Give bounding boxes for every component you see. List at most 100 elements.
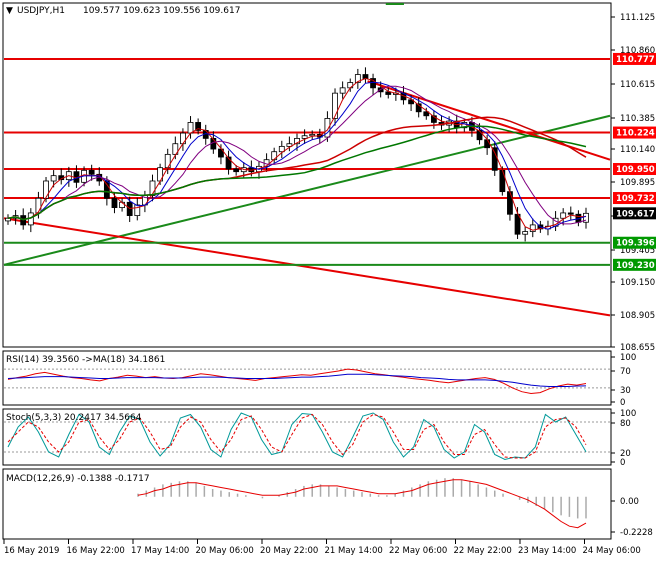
candle (370, 78, 376, 89)
candle (423, 111, 430, 117)
time-axis-label: 20 May 22:00 (260, 546, 318, 556)
candle (88, 169, 95, 175)
time-axis-label: 16 May 22:00 (67, 546, 125, 556)
candle (347, 82, 354, 89)
level-tag-label: 109.950 (616, 165, 655, 175)
candle (560, 212, 567, 219)
indicator-axis-label: 100 (620, 353, 636, 363)
stoch-title: Stoch(5,3,3) 20.2417 34.5664 (6, 413, 142, 423)
macd-axis-label: -0.2228 (620, 528, 653, 538)
candle (491, 147, 498, 171)
candle (522, 231, 529, 235)
candle (50, 175, 57, 182)
candle (225, 156, 232, 170)
candle (271, 151, 278, 161)
level-tag-label: 110.777 (616, 55, 655, 65)
candle (484, 139, 491, 149)
rsi-title: RSI(14) 39.3560 ->MA(18) 34.1861 (6, 355, 165, 365)
time-axis-label: 20 May 06:00 (196, 546, 254, 556)
price-axis-label: 109.895 (620, 178, 655, 188)
chart-ohlc: 109.577 109.623 109.556 109.617 (83, 6, 240, 16)
candle (103, 180, 110, 199)
time-axis-label: 21 May 14:00 (325, 546, 383, 556)
candle (278, 145, 285, 153)
candle (43, 180, 49, 199)
level-tag (613, 207, 656, 220)
candle (149, 180, 156, 197)
indicator-layer (4, 368, 610, 529)
sma-fast-line (7, 77, 587, 231)
indicator-axis-label: 80 (620, 419, 631, 429)
candle (233, 168, 240, 173)
indicator-axis-label: 100 (620, 409, 636, 419)
stoch-panel-frame (2, 408, 612, 466)
level-tag (613, 126, 656, 139)
time-axis-label: 23 May 14:00 (518, 546, 576, 556)
candle (180, 132, 186, 145)
price-axis-label: 110.860 (620, 46, 655, 56)
level-tag (613, 163, 656, 176)
level-tag-label: 110.224 (616, 129, 655, 139)
indicator-axis-label: 20 (620, 449, 631, 459)
macd-signal-line (137, 479, 587, 529)
level-tag-label: 109.617 (616, 209, 655, 219)
time-axis-label: 17 May 14:00 (131, 546, 189, 556)
candle (309, 134, 316, 137)
candle (301, 135, 308, 139)
candle (529, 224, 536, 232)
level-tag-label: 109.732 (616, 194, 655, 204)
level-tag-label: 109.230 (616, 261, 655, 271)
time-axis-label: 22 May 06:00 (389, 546, 447, 556)
rsi-panel-frame (2, 350, 612, 406)
candle (111, 197, 118, 209)
price-axis-label: 109.405 (620, 246, 655, 256)
price-axis-label: 110.385 (620, 114, 655, 124)
candle (332, 92, 338, 119)
level-tag (613, 52, 656, 65)
trendline (3, 217, 611, 317)
candle (408, 99, 414, 105)
time-axis-label: 24 May 06:00 (583, 546, 641, 556)
sma-mid-line (7, 81, 587, 230)
indicator-axis-label: 0 (620, 458, 625, 468)
price-axis-label: 110.140 (620, 145, 655, 155)
candle (324, 118, 331, 138)
macd-panel-frame (2, 468, 612, 540)
candle (476, 130, 483, 141)
candle (507, 191, 513, 215)
indicator-axis-label: 30 (620, 386, 631, 396)
candle (286, 143, 293, 147)
axis-layer: 111.125 110.860 110.615 110.385 110.140 109.8… (3, 13, 656, 556)
candle (195, 122, 202, 131)
price-axis-label: 109.150 (620, 278, 655, 288)
time-axis-label: 22 May 22:00 (454, 546, 512, 556)
price-panel-frame (2, 2, 612, 348)
candle (430, 115, 437, 123)
candle (415, 103, 422, 113)
sma-slow-line (7, 85, 587, 225)
candle (35, 197, 42, 214)
chart-title-arrow: ▼ (6, 6, 13, 16)
level-tag (613, 192, 656, 205)
trendline (3, 114, 611, 266)
price-axis-label: 108.905 (620, 311, 655, 321)
candle (583, 212, 589, 223)
candle (354, 74, 361, 83)
price-axis-label: 110.615 (620, 80, 655, 90)
stoch-red-line (7, 413, 587, 459)
rsi-red-line (7, 368, 587, 395)
macd-axis-label: 0.00 (620, 497, 639, 507)
chart-symbol: USDJPY,H1 (17, 6, 65, 16)
candle (134, 204, 141, 216)
level-tag (613, 236, 656, 249)
time-axis-label: 16 May 2019 (4, 546, 59, 556)
candle (499, 169, 506, 193)
level-tag-label: 109.396 (616, 239, 655, 249)
candle (567, 212, 574, 215)
indicator-axis-label: 0 (620, 398, 625, 408)
candle (5, 217, 11, 222)
stoch-teal-line (7, 412, 587, 461)
indicator-axis-label: 70 (620, 367, 631, 377)
rsi-blue-line (7, 373, 587, 387)
